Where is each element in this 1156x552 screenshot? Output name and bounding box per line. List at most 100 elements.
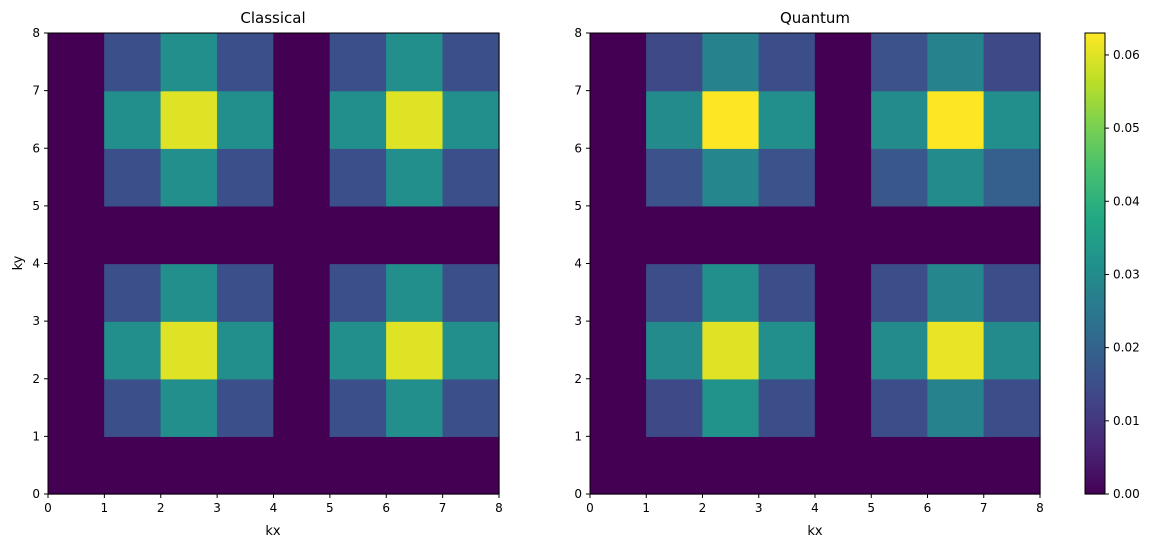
y-tick-label: 2: [574, 372, 582, 386]
colorbar-segment: [1085, 482, 1105, 487]
heatmap-cell: [927, 320, 985, 380]
colorbar-segment: [1085, 213, 1105, 218]
colorbar-segment: [1085, 428, 1105, 434]
colorbar-segment: [1085, 344, 1105, 349]
heatmap-cell: [758, 148, 816, 207]
heatmap-cell: [386, 32, 444, 92]
colorbar-segment: [1085, 125, 1105, 130]
x-tick-label: 4: [811, 501, 819, 515]
heatmap-cell: [983, 90, 1041, 149]
colorbar-segment: [1085, 109, 1105, 115]
colorbar-segment: [1085, 478, 1105, 484]
heatmap-cell: [758, 378, 816, 438]
colorbar-frame: [1084, 32, 1106, 495]
heatmap-cell: [871, 205, 929, 265]
colorbar-segment: [1085, 190, 1105, 195]
colorbar-segment: [1085, 155, 1105, 161]
colorbar-segment: [1085, 321, 1105, 326]
quantum-x-axis: 0 1 2 3 4 5 6 7 8: [586, 494, 1044, 515]
heatmap-cell: [814, 378, 872, 438]
y-tick-label: 1: [574, 429, 582, 443]
heatmap-cell: [386, 263, 444, 322]
colorbar-segment: [1085, 324, 1105, 330]
colorbar-segment: [1085, 105, 1105, 111]
heatmap-cell: [927, 90, 985, 149]
heatmap-cell: [47, 263, 106, 322]
colorbar-segment: [1085, 286, 1105, 291]
colorbar-segment: [1085, 56, 1105, 61]
heatmap-cell: [216, 263, 275, 322]
heatmap-cell: [442, 148, 500, 207]
heatmap-cell: [646, 436, 704, 495]
colorbar-tick-label: 0.01: [1113, 414, 1140, 428]
colorbar-segment: [1085, 405, 1105, 411]
heatmap-cell: [589, 436, 647, 495]
colorbar-segment: [1085, 374, 1105, 380]
colorbar-segment: [1085, 440, 1105, 445]
heatmap-cell: [983, 32, 1041, 92]
colorbar-segment: [1085, 378, 1105, 384]
x-tick-label: 5: [326, 501, 334, 515]
heatmap-cell: [983, 436, 1041, 495]
colorbar-segment: [1085, 382, 1105, 388]
heatmap-cell: [814, 436, 872, 495]
heatmap-cell: [442, 32, 500, 92]
heatmap-cell: [216, 320, 275, 380]
colorbar-segment: [1085, 244, 1105, 249]
colorbar-segment: [1085, 290, 1105, 295]
colorbar-segment: [1085, 313, 1105, 318]
heatmap-cell: [871, 436, 929, 495]
classical-ylabel: ky: [11, 255, 26, 270]
heatmap-cell: [871, 320, 929, 380]
heatmap-cell: [646, 378, 704, 438]
heatmap-cell: [814, 320, 872, 380]
heatmap-cell: [47, 205, 106, 265]
heatmap-cell: [871, 378, 929, 438]
heatmap-cell: [983, 205, 1041, 265]
heatmap-cell: [927, 436, 985, 495]
heatmap-cell: [983, 263, 1041, 322]
heatmap-cell: [758, 436, 816, 495]
colorbar-segment: [1085, 328, 1105, 334]
colorbar-segment: [1085, 140, 1105, 146]
heatmap-cell: [47, 90, 106, 149]
heatmap-cell: [589, 205, 647, 265]
colorbar-segment: [1085, 121, 1105, 126]
colorbar-tick-label: 0.04: [1113, 194, 1140, 208]
heatmap-cell: [927, 263, 985, 322]
heatmap-cell: [589, 378, 647, 438]
x-tick-label: 3: [755, 501, 763, 515]
heatmap-cell: [927, 148, 985, 207]
heatmap-cell: [927, 205, 985, 265]
x-tick-label: 0: [586, 501, 594, 515]
colorbar-segment: [1085, 82, 1105, 88]
colorbar-segment: [1085, 71, 1105, 76]
heatmap-cell: [814, 205, 872, 265]
heatmap-cell: [329, 436, 387, 495]
colorbar-segment: [1085, 129, 1105, 134]
heatmap-cell: [871, 148, 929, 207]
colorbar-segment: [1085, 152, 1105, 157]
heatmap-cell: [160, 378, 218, 438]
heatmap-cell: [273, 378, 331, 438]
colorbar-segment: [1085, 136, 1105, 142]
colorbar-segment: [1085, 432, 1105, 437]
heatmap-cell: [702, 436, 760, 495]
colorbar: 0.00 0.01 0.02 0.03 0.04 0.05 0.06: [1084, 32, 1140, 501]
heatmap-cell: [160, 320, 218, 380]
classical-y-axis: 0 1 2 3 4 5 6 7 8: [32, 26, 48, 501]
heatmap-cell: [814, 32, 872, 92]
heatmap-cell: [216, 205, 275, 265]
colorbar-segment: [1085, 467, 1105, 472]
colorbar-segment: [1085, 271, 1105, 276]
heatmap-cell: [104, 378, 162, 438]
heatmap-cell: [329, 32, 387, 92]
quantum-xlabel: kx: [807, 524, 823, 539]
heatmap-cell: [273, 263, 331, 322]
heatmap-cell: [104, 90, 162, 149]
colorbar-segment: [1085, 52, 1105, 57]
colorbar-segment: [1085, 63, 1105, 69]
classical-xlabel: kx: [265, 524, 281, 539]
heatmap-cell: [216, 378, 275, 438]
